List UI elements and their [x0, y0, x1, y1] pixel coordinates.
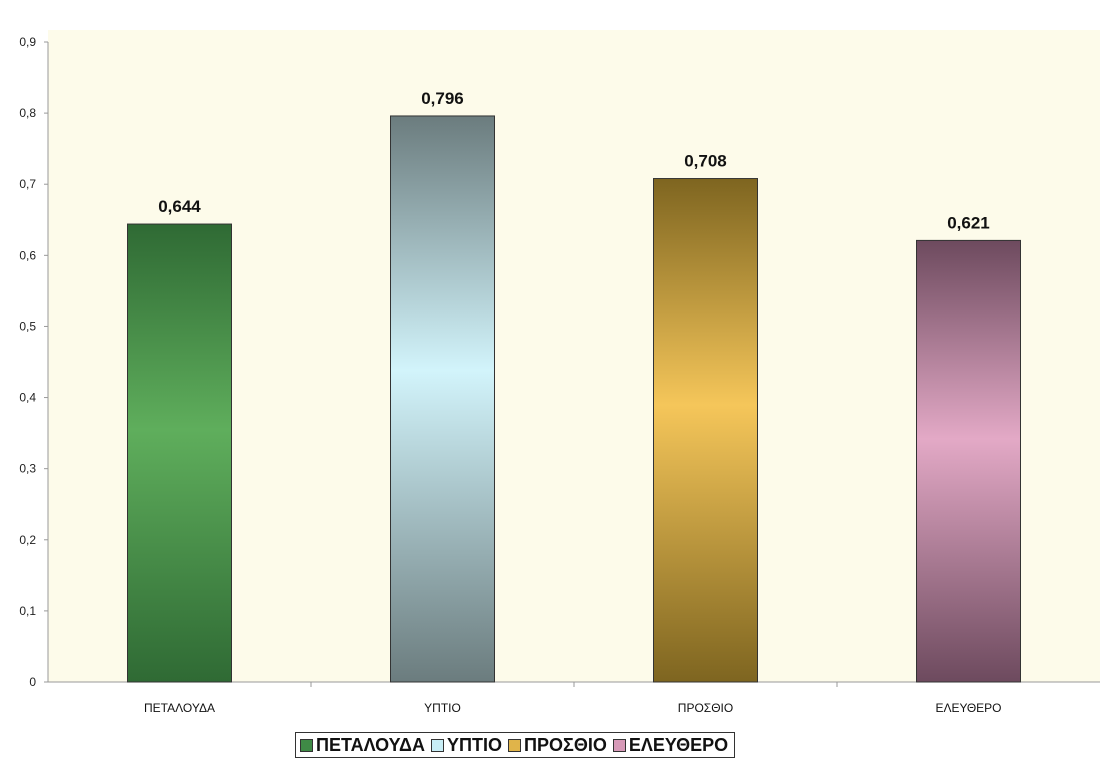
- x-axis-labels: ΠΕΤΑΛΟΥΔΑ ΥΠΤΙΟ ΠΡΟΣΘΙΟ ΕΛΕΥΘΕΡΟ: [144, 682, 1002, 715]
- bar-value-label: 0,644: [158, 197, 201, 216]
- bar-value-label: 0,796: [421, 89, 464, 108]
- chart-legend: ΠΕΤΑΛΟΥΔΑ ΥΠΤΙΟ ΠΡΟΣΘΙΟ ΕΛΕΥΘΕΡΟ: [295, 732, 736, 758]
- legend-item-backstroke: ΥΠΤΙΟ: [431, 735, 502, 756]
- x-category-label: ΥΠΤΙΟ: [424, 701, 461, 715]
- bar-value-label: 0,708: [684, 152, 727, 171]
- y-tick-label: 0,2: [19, 533, 36, 547]
- y-tick-label: 0,3: [19, 462, 36, 476]
- bar-1: [390, 115, 495, 683]
- legend-swatch-butterfly: [300, 738, 313, 752]
- bar-series: 0,644 0,796 0,708 0,621: [127, 89, 1021, 683]
- bar-2: [653, 178, 758, 683]
- y-tick-label: 0,7: [19, 177, 36, 191]
- y-tick-label: 0,5: [19, 319, 36, 333]
- x-category-label: ΠΕΤΑΛΟΥΔΑ: [144, 701, 215, 715]
- legend-label-butterfly: ΠΕΤΑΛΟΥΔΑ: [316, 734, 425, 755]
- legend-label-freestyle: ΕΛΕΥΘΕΡΟ: [628, 734, 729, 755]
- y-tick-label: 0,4: [19, 391, 36, 405]
- y-tick-label: 0,8: [19, 106, 36, 120]
- legend-swatch-freestyle: [612, 738, 626, 752]
- x-category-label: ΕΛΕΥΘΕΡΟ: [935, 701, 1001, 715]
- bar-value-label: 0,621: [947, 213, 990, 232]
- legend-swatch-backstroke: [431, 738, 444, 752]
- y-tick-label: 0: [29, 675, 36, 689]
- y-tick-label: 0,1: [19, 604, 36, 618]
- legend-item-freestyle: ΕΛΕΥΘΕΡΟ: [612, 734, 729, 756]
- bar-chart: 00,10,20,30,40,50,60,70,80,9 0,6440,7960…: [19, 30, 1100, 715]
- y-axis-ticks: 0 0,1 0,2 0,3 0,4 0,5 0,6 0,7 0,8 0,9: [19, 35, 48, 689]
- legend-item-butterfly: ΠΕΤΑΛΟΥΔΑ: [300, 735, 425, 756]
- legend-swatch-breaststroke: [508, 738, 522, 752]
- legend-label-breaststroke: ΠΡΟΣΘΙΟ: [524, 734, 607, 755]
- y-tick-label: 0,9: [19, 35, 36, 49]
- x-category-label: ΠΡΟΣΘΙΟ: [678, 701, 733, 715]
- y-tick-label: 0,6: [19, 248, 36, 262]
- legend-item-breaststroke: ΠΡΟΣΘΙΟ: [508, 735, 607, 756]
- bar-3: [916, 239, 1021, 683]
- bar-0: [127, 223, 232, 683]
- legend-label-backstroke: ΥΠΤΙΟ: [447, 734, 503, 755]
